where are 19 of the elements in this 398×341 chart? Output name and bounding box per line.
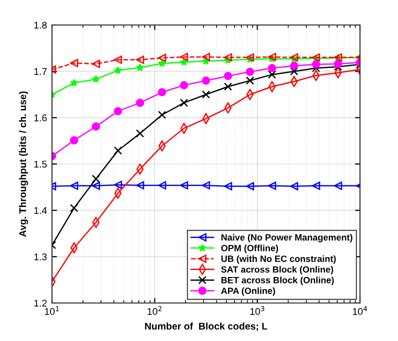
legend-label: APA (Online) xyxy=(221,287,276,296)
y-tick-label: 1.7 xyxy=(34,68,47,75)
y-tick-label: 1.3 xyxy=(34,253,47,260)
y-tick-label: 1.4 xyxy=(34,207,47,214)
x-tick-label: 10$^{3}$ xyxy=(250,306,264,315)
legend-label: OPM (Offline) xyxy=(221,244,278,254)
y-tick-label: 1.5 xyxy=(34,160,47,168)
legend-label: SAT across Block (Online) xyxy=(221,266,334,274)
legend-label: BET across Block (Online) xyxy=(221,276,334,286)
x-tick-label: 10$^{2}$ xyxy=(148,306,162,315)
x-axis-title: Number of Block codes; L xyxy=(145,322,268,332)
y-tick-label: 1.6 xyxy=(34,114,47,122)
y-axis-title: Avg. Throughput (bits / ch. use) xyxy=(18,91,28,237)
x-tick-label: 10$^{1}$ xyxy=(44,306,59,315)
x-tick-label: 10$^{4}$ xyxy=(352,306,368,315)
legend-label: Naive (No Power Management) xyxy=(221,234,352,242)
y-tick-label: 1.8 xyxy=(34,22,47,29)
legend-label: UB (with No EC constraint) xyxy=(221,255,336,264)
y-tick-label: 1.2 xyxy=(34,300,47,307)
